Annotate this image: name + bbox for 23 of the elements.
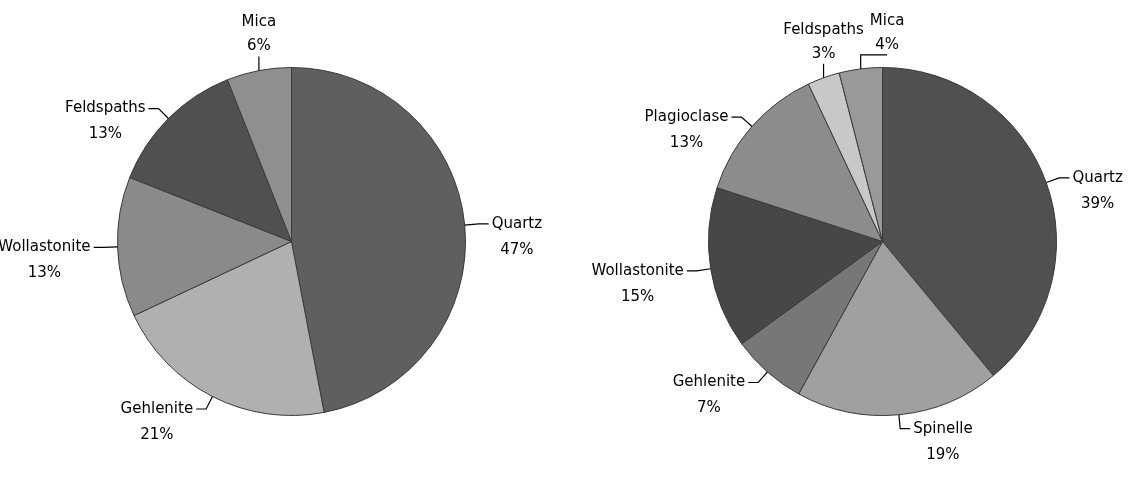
data-label: 7% [697, 398, 721, 417]
slice-label: Gehlenite [120, 398, 194, 417]
data-label: 6% [247, 36, 271, 55]
data-label: 4% [875, 34, 899, 53]
data-label: 19% [926, 444, 960, 463]
data-label: 13% [88, 124, 123, 143]
slice-label: Gehlenite [672, 372, 746, 391]
data-label: 3% [811, 43, 836, 62]
data-label: 15% [620, 286, 655, 305]
data-label: 39% [1080, 193, 1115, 212]
slice-label: Quartz [491, 213, 543, 232]
data-label: 13% [27, 263, 62, 282]
slice-label: Plagioclase [644, 107, 729, 126]
slice-label: Spinelle [913, 418, 973, 437]
slice-label: Feldspaths [783, 19, 864, 38]
data-label: 13% [669, 133, 704, 152]
data-label: 47% [500, 239, 534, 258]
slice-label: Mica [869, 10, 905, 29]
slice-label: Quartz [1072, 167, 1123, 186]
slice-label: Mica [241, 12, 277, 31]
slice-label: Feldspaths [65, 98, 146, 117]
data-label: 21% [140, 424, 174, 443]
slice-label: Wollastonite [591, 260, 684, 279]
